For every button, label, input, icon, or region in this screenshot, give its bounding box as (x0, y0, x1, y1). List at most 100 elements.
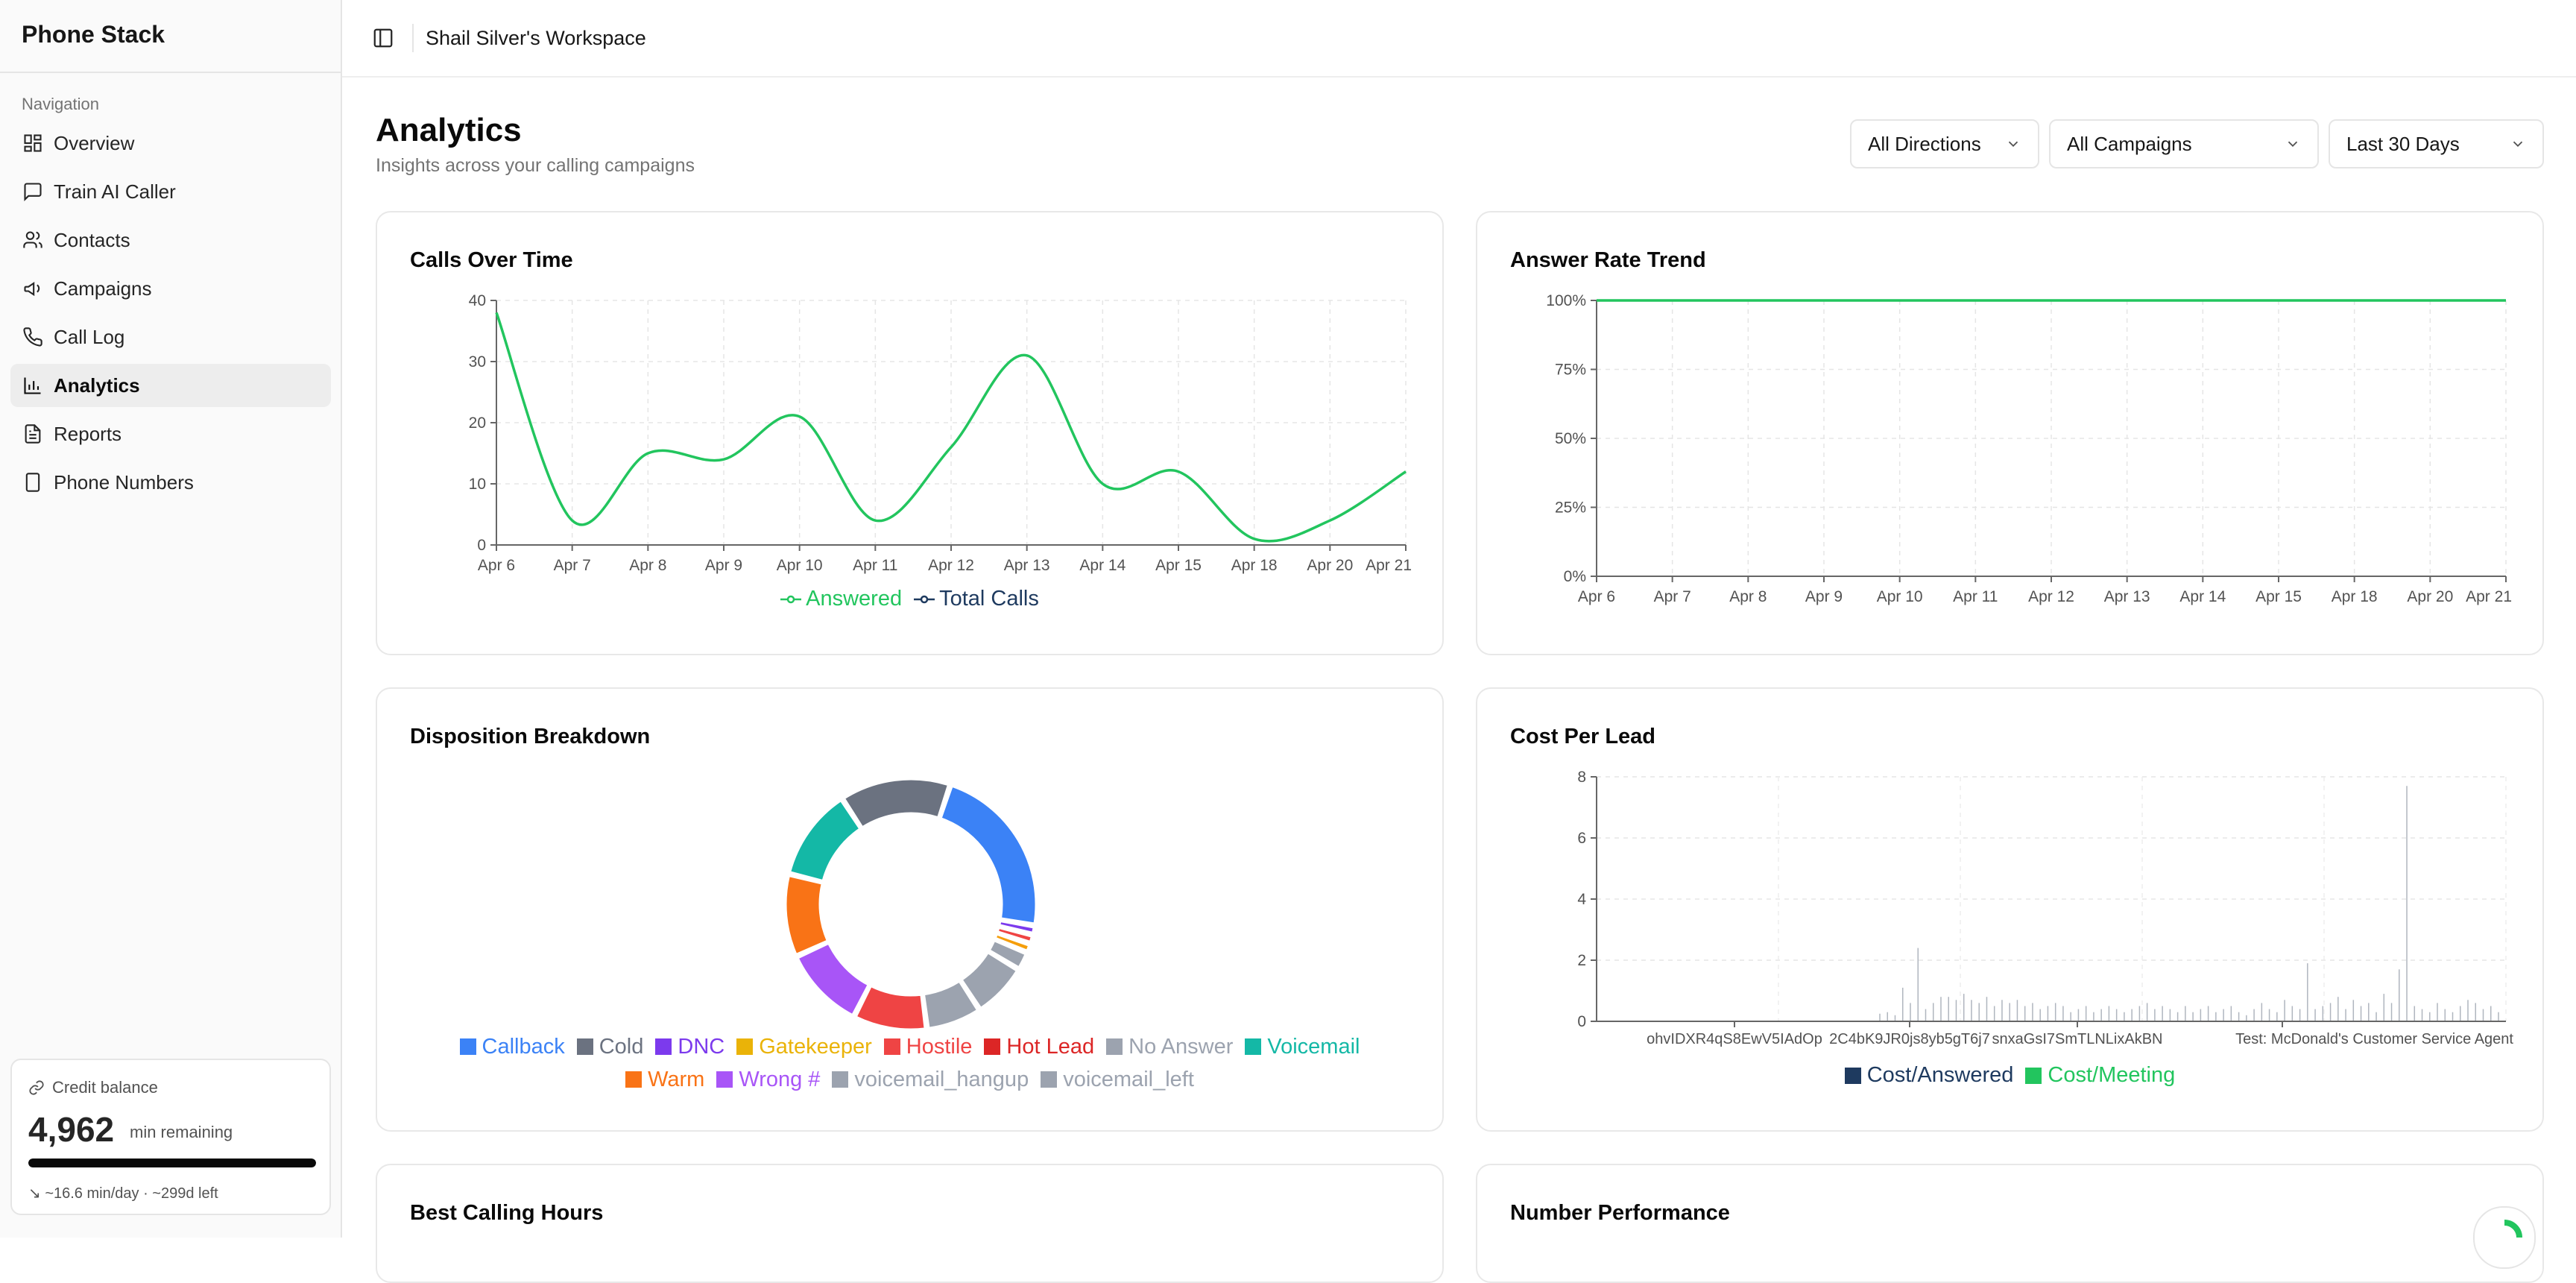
topbar: Shail Silver's Workspace (342, 0, 2576, 78)
y-tick-label: 40 (469, 292, 486, 309)
floating-action-button[interactable] (2473, 1206, 2536, 1269)
bar-chart-icon (22, 375, 43, 396)
sidebar-item-reports[interactable]: Reports (10, 412, 331, 455)
y-tick-label: 25% (1555, 499, 1586, 517)
trend-down-icon: ↘ (28, 1185, 45, 1202)
x-tick-label: Apr 20 (1307, 557, 1353, 574)
disposition-donut-chart (784, 778, 1038, 1031)
x-tick-label: Apr 15 (2255, 588, 2302, 605)
date-range-select[interactable]: Last 30 Days (2329, 119, 2544, 168)
y-tick-label: 8 (1577, 769, 1586, 786)
x-tick-label: Apr 10 (777, 557, 823, 574)
credit-footer-text: ~16.6 min/day · ~299d left (45, 1185, 218, 1202)
legend-item-cost-answered: Cost/Answered (1844, 1063, 2013, 1088)
y-tick-label: 30 (469, 353, 486, 371)
number-performance-card: Number Performance (1476, 1164, 2544, 1283)
legend-swatch (984, 1038, 1001, 1055)
topbar-divider (412, 24, 414, 52)
chevron-down-icon (2288, 141, 2298, 148)
phone-icon (22, 327, 43, 347)
credit-unit: min remaining (130, 1123, 233, 1141)
legend-item: voicemail_left (1041, 1063, 1194, 1096)
sidebar-item-phone-numbers[interactable]: Phone Numbers (10, 461, 331, 504)
x-tick-label: Apr 12 (2028, 588, 2074, 605)
pie-slice (784, 874, 830, 956)
y-tick-label: 2 (1577, 952, 1586, 969)
sidebar-item-contacts[interactable]: Contacts (10, 218, 331, 262)
x-tick-label: Apr 11 (1953, 588, 1998, 605)
legend-item: Warm (625, 1063, 704, 1096)
legend-label: Cold (599, 1035, 644, 1059)
legend-swatch (2025, 1067, 2042, 1084)
x-tick-label: Apr 11 (853, 557, 897, 574)
y-tick-label: 75% (1555, 362, 1586, 379)
smartphone-icon (22, 472, 43, 493)
legend-label: voicemail_left (1063, 1068, 1194, 1091)
x-tick-label: Apr 13 (1004, 557, 1050, 574)
legend-swatch (736, 1038, 754, 1055)
credit-title: Credit balance (28, 1078, 158, 1097)
sidebar-item-analytics[interactable]: Analytics (10, 364, 331, 407)
legend-item: No Answer (1106, 1030, 1233, 1063)
app-name: Phone Stack (22, 21, 165, 48)
disposition-card: Disposition Breakdown Callback Cold DNC Gat… (376, 687, 1444, 1132)
legend-swatch (576, 1038, 593, 1055)
answer-rate-chart: 0% 25% 50% 75% 100% Apr 6 Apr 7 Apr 8 Apr 9 Apr 1… (1546, 292, 2512, 605)
pie-slice (796, 942, 871, 1017)
card-title: Calls Over Time (410, 248, 573, 272)
y-tick-label: 0 (477, 537, 486, 554)
direction-select[interactable]: All Directions (1850, 119, 2039, 168)
card-title: Answer Rate Trend (1510, 248, 1706, 272)
chevron-down-icon (2008, 141, 2018, 148)
direction-select-value: All Directions (1868, 132, 1981, 155)
legend-label: Hot Lead (1006, 1035, 1095, 1059)
sidebar-item-label: Train AI Caller (54, 180, 176, 203)
legend-label: Answered (806, 587, 903, 611)
legend-swatch (1041, 1071, 1058, 1088)
campaign-select[interactable]: All Campaigns (2049, 119, 2319, 168)
credit-progress (28, 1159, 316, 1167)
sidebar-divider (0, 72, 342, 73)
campaign-select-value: All Campaigns (2067, 132, 2192, 155)
credit-footer: ↘ ~16.6 min/day · ~299d left (28, 1184, 218, 1202)
pie-slice (922, 980, 979, 1030)
line-marker-icon (914, 595, 935, 603)
sidebar-item-label: Analytics (54, 373, 140, 397)
sidebar-item-train-ai-caller[interactable]: Train AI Caller (10, 170, 331, 213)
x-tick-label: Apr 10 (1877, 588, 1923, 605)
cost-per-lead-card: Cost Per Lead 0 2 4 6 8 ohvIDXR4qS8EwV5IAdOp 2… (1476, 687, 2544, 1132)
file-text-icon (22, 423, 43, 444)
legend-label: Callback (482, 1035, 565, 1059)
legend-swatch (832, 1071, 849, 1088)
sidebar-item-campaigns[interactable]: Campaigns (10, 267, 331, 310)
legend-label: Cost/Meeting (2048, 1063, 2176, 1087)
legend-swatch (459, 1038, 476, 1055)
x-tick-label: Apr 9 (1805, 588, 1843, 605)
x-tick-label: Apr 8 (629, 557, 666, 574)
sidebar-item-label: Reports (54, 422, 122, 445)
nav-heading: Navigation (22, 95, 99, 113)
x-tick-label: Apr 21 (2466, 588, 2512, 605)
legend-item-total-calls: Total Calls (914, 587, 1039, 611)
sidebar-item-label: Call Log (54, 325, 125, 348)
sidebar-item-overview[interactable]: Overview (10, 122, 331, 165)
legend-label: Hostile (906, 1035, 973, 1059)
legend-item: Gatekeeper (736, 1030, 872, 1063)
message-square-icon (22, 181, 43, 202)
link-icon (29, 1080, 44, 1095)
date-range-select-value: Last 30 Days (2346, 132, 2460, 155)
chevron-down-icon (2513, 141, 2523, 148)
card-title: Best Calling Hours (410, 1201, 604, 1225)
legend-label: DNC (678, 1035, 725, 1059)
sidebar-item-label: Overview (54, 131, 135, 154)
sidebar-toggle-button[interactable] (372, 27, 394, 49)
page-title: Analytics (376, 112, 522, 148)
y-tick-label: 0% (1564, 568, 1586, 585)
sidebar-item-call-log[interactable]: Call Log (10, 315, 331, 359)
x-tick-label: Apr 14 (2179, 588, 2226, 605)
card-title: Cost Per Lead (1510, 725, 1655, 748)
calls-over-time-chart: 0 10 20 30 40 Apr 6 Apr 7 Apr 8 Apr 9 Apr 10 Apr 1… (469, 292, 1412, 574)
x-tick-label: ohvIDXR4qS8EwV5IAdOp (1647, 1031, 1822, 1047)
legend-swatch (1106, 1038, 1123, 1055)
x-tick-label: 2C4bK9JR0js8yb5gT6j7 (1829, 1031, 1990, 1047)
